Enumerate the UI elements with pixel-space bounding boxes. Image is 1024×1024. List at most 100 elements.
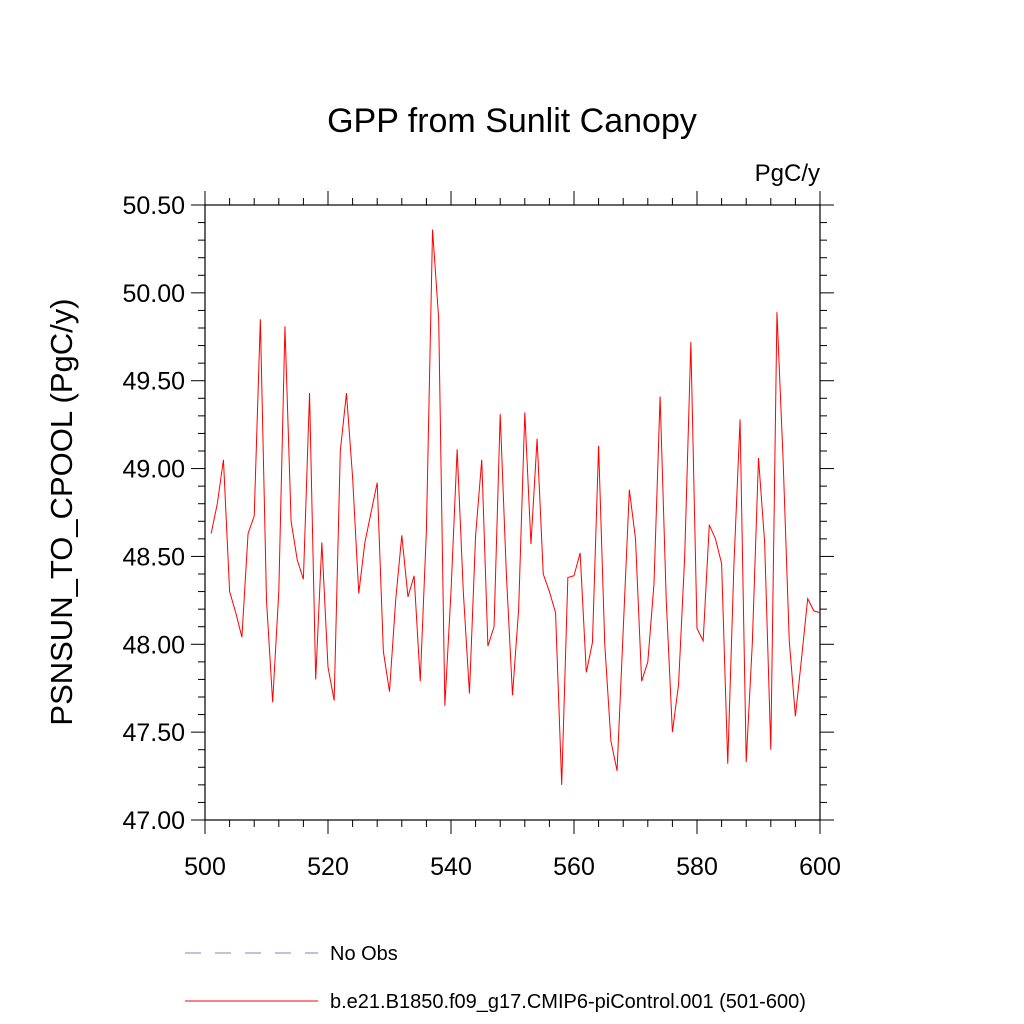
- data-point: [401, 535, 402, 536]
- data-point: [727, 763, 728, 764]
- chart-title: GPP from Sunlit Canopy: [327, 102, 697, 140]
- data-point: [309, 392, 310, 393]
- data-point: [567, 577, 568, 578]
- data-point: [549, 591, 550, 592]
- y-tick-label: 47.50: [122, 719, 185, 747]
- data-point: [266, 600, 267, 601]
- data-point: [241, 637, 242, 638]
- data-point: [561, 784, 562, 785]
- data-point: [389, 691, 390, 692]
- legend-label-no-obs: No Obs: [330, 943, 398, 965]
- data-point: [518, 609, 519, 610]
- plot-frame: [204, 204, 821, 821]
- units-label: PgC/y: [755, 160, 820, 187]
- x-tick-label: 520: [307, 853, 349, 881]
- y-tick-label: 48.00: [122, 631, 185, 659]
- data-point: [438, 319, 439, 320]
- data-point: [235, 612, 236, 613]
- data-point: [537, 438, 538, 439]
- x-tick-label: 500: [184, 853, 226, 881]
- x-tick-labels: 500 520 540 560 580 600: [184, 853, 841, 881]
- data-point: [573, 575, 574, 576]
- data-point: [377, 482, 378, 483]
- data-point: [696, 628, 697, 629]
- data-point: [641, 681, 642, 682]
- data-point: [352, 477, 353, 478]
- data-point: [487, 645, 488, 646]
- data-point: [598, 445, 599, 446]
- data-point: [530, 544, 531, 545]
- data-point: [291, 521, 292, 522]
- data-point: [500, 414, 501, 415]
- data-point: [303, 579, 304, 580]
- data-point: [801, 658, 802, 659]
- data-point: [709, 524, 710, 525]
- plot-area: 47.00 47.50 48.00 48.50 49.00 49.50 50.00 50.50…: [122, 191, 841, 881]
- data-point: [414, 575, 415, 576]
- data-point: [506, 573, 507, 574]
- data-point: [457, 449, 458, 450]
- data-point: [327, 667, 328, 668]
- data-point: [604, 644, 605, 645]
- data-point: [690, 341, 691, 342]
- data-point: [770, 749, 771, 750]
- data-point: [684, 556, 685, 557]
- data-point: [475, 535, 476, 536]
- data-point: [444, 705, 445, 706]
- data-point: [346, 392, 347, 393]
- x-tick-label: 540: [430, 853, 472, 881]
- data-point: [647, 661, 648, 662]
- data-point: [370, 512, 371, 513]
- data-point: [739, 419, 740, 420]
- data-point: [752, 642, 753, 643]
- data-point: [211, 533, 212, 534]
- data-point: [278, 591, 279, 592]
- data-point: [813, 610, 814, 611]
- data-point: [340, 450, 341, 451]
- data-point: [321, 542, 322, 543]
- data-point: [678, 684, 679, 685]
- y-tick-label: 49.00: [122, 456, 185, 484]
- y-tick-label: 50.00: [122, 280, 185, 308]
- data-point: [721, 563, 722, 564]
- data-point: [463, 591, 464, 592]
- data-point: [223, 459, 224, 460]
- data-point: [512, 695, 513, 696]
- data-point: [555, 612, 556, 613]
- y-tick-label: 48.50: [122, 543, 185, 571]
- data-point: [358, 593, 359, 594]
- data-point: [580, 552, 581, 553]
- data-point: [616, 770, 617, 771]
- data-point: [254, 515, 255, 516]
- data-point: [229, 591, 230, 592]
- data-point: [469, 693, 470, 694]
- data-point: [297, 559, 298, 560]
- data-point: [764, 542, 765, 543]
- data-point: [524, 412, 525, 413]
- data-point: [715, 538, 716, 539]
- data-point: [660, 396, 661, 397]
- data-point: [789, 640, 790, 641]
- data-point: [247, 533, 248, 534]
- data-point: [635, 538, 636, 539]
- data-point: [407, 596, 408, 597]
- data-point: [807, 598, 808, 599]
- x-tick-label: 580: [676, 853, 718, 881]
- data-point: [334, 700, 335, 701]
- y-tick-labels: 47.00 47.50 48.00 48.50 49.00 49.50 50.00 50.50: [122, 192, 185, 835]
- y-tick-label: 49.50: [122, 368, 185, 396]
- data-point: [284, 326, 285, 327]
- data-point: [395, 600, 396, 601]
- data-point: [783, 459, 784, 460]
- data-point: [610, 740, 611, 741]
- data-point: [586, 672, 587, 673]
- data-point: [481, 459, 482, 460]
- data-point: [260, 319, 261, 320]
- x-tick-label: 600: [799, 853, 841, 881]
- legend: No Obs b.e21.B1850.f09_g17.CMIP6-piContr…: [185, 943, 806, 1013]
- data-points: [211, 229, 821, 785]
- data-point: [776, 312, 777, 313]
- axis-ticks: [191, 191, 834, 834]
- x-tick-label: 560: [553, 853, 595, 881]
